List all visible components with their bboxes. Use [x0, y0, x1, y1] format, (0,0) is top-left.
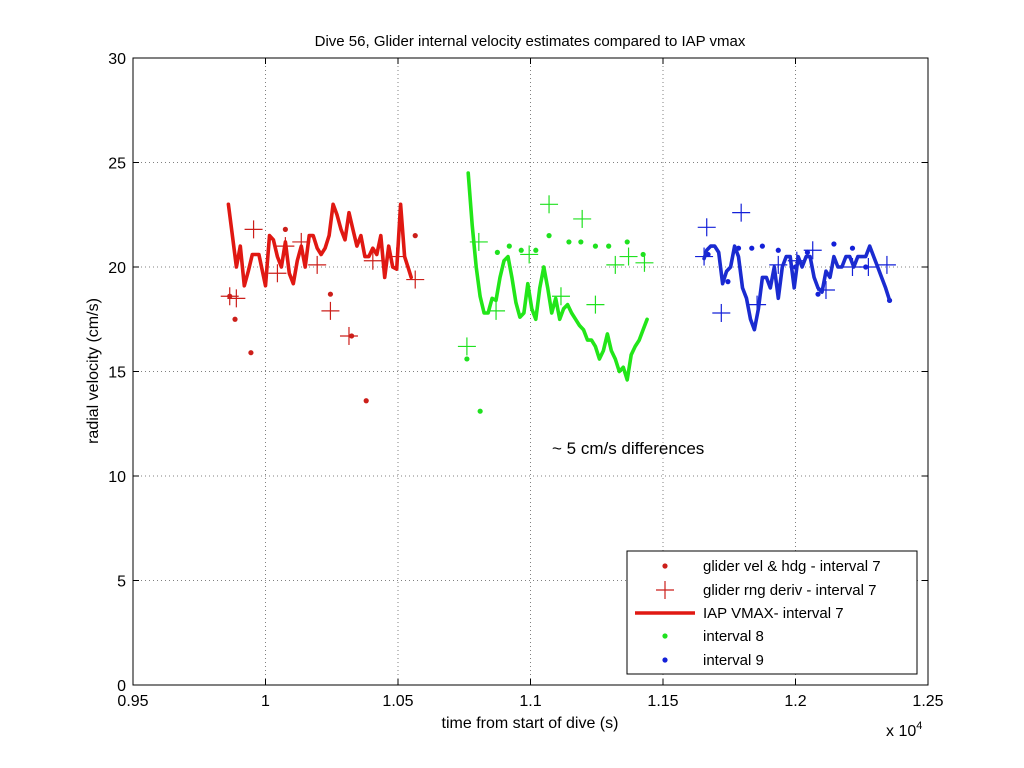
x-tick-label: 1.1 [519, 693, 541, 710]
data-point-dot [363, 398, 369, 404]
legend-marker-dot [662, 563, 668, 569]
data-point-plus [406, 270, 425, 289]
data-point-dot [804, 249, 811, 255]
series-line [226, 202, 414, 288]
data-point-plus [877, 255, 896, 274]
legend-label: glider vel & hdg - interval 7 [703, 558, 881, 575]
data-point-plus [244, 220, 263, 239]
series-line [226, 202, 414, 288]
x-multiplier-exponent: 4 [916, 720, 922, 732]
data-point-plus [619, 247, 638, 266]
data-point-plus [339, 326, 358, 345]
series-plus [220, 220, 425, 345]
data-point-plus [457, 337, 476, 356]
data-point-plus [540, 195, 559, 214]
x-tick-label: 1.2 [784, 693, 806, 710]
data-point-dot [477, 408, 483, 414]
legend-entry: interval 9 [662, 652, 764, 669]
data-point-dot [464, 356, 470, 362]
data-point-dot [775, 247, 781, 253]
data-point-dot [248, 350, 254, 356]
data-point-dot [624, 239, 630, 245]
ticks: 0.95 1 1.05 1.1 1.15 1.2 1.25 0 5 10 15 20 25 30 [108, 51, 943, 710]
data-point-plus [220, 287, 239, 306]
series-line [466, 171, 649, 382]
y-tick-label: 15 [108, 365, 126, 382]
data-point-dot [759, 243, 765, 249]
legend-label: interval 9 [703, 652, 764, 669]
x-tick-label: 1.05 [382, 693, 413, 710]
data-point-dot [282, 226, 288, 232]
data-point-plus [363, 251, 382, 270]
x-tick-label: 1 [261, 693, 270, 710]
data-point-dot [849, 245, 856, 251]
data-point-plus [227, 289, 246, 308]
data-point-plus [573, 209, 592, 228]
data-point-plus [803, 241, 822, 260]
data-point-plus [321, 301, 340, 320]
data-point-dot [518, 247, 524, 253]
legend-entry: interval 8 [662, 628, 764, 645]
legend-label: glider rng deriv - interval 7 [703, 582, 876, 599]
data-point-plus [859, 258, 878, 276]
data-point-plus [520, 245, 539, 264]
series-plus [457, 195, 654, 356]
legend-label: interval 8 [703, 628, 764, 645]
chart-title: Dive 56, Glider internal velocity estima… [315, 33, 746, 50]
x-multiplier-base: x 10 [886, 723, 916, 740]
series-dot [227, 226, 418, 404]
series-line [702, 244, 892, 332]
data-point-dot [606, 243, 612, 249]
series-line [466, 171, 649, 382]
legend-marker-dot [662, 657, 668, 663]
series-layer [220, 171, 896, 414]
data-point-dot [327, 291, 334, 297]
legend-entry: IAP VMAX- interval 7 [635, 605, 844, 622]
data-point-dot [546, 233, 552, 239]
y-tick-label: 10 [108, 469, 126, 486]
x-tick-label: 0.95 [117, 693, 148, 710]
data-point-plus [586, 295, 605, 314]
y-tick-label: 25 [108, 156, 126, 173]
data-point-dot [494, 249, 500, 255]
legend-label: IAP VMAX- interval 7 [703, 605, 844, 622]
legend-entry: glider vel & hdg - interval 7 [662, 558, 881, 575]
y-tick-label: 30 [108, 51, 126, 68]
data-point-dot [815, 291, 821, 297]
series-dot [464, 233, 646, 414]
x-axis-multiplier: x 104 [886, 720, 922, 740]
series-line [702, 244, 892, 332]
data-point-plus [268, 264, 287, 283]
legend-marker-plus [656, 581, 674, 599]
y-tick-label: 0 [117, 678, 126, 695]
y-axis-label: radial velocity (cm/s) [85, 298, 102, 444]
data-point-dot [578, 239, 584, 245]
data-point-dot [506, 243, 512, 249]
data-point-dot [412, 233, 418, 239]
y-tick-label: 20 [108, 260, 126, 277]
legend: glider vel & hdg - interval 7 glider rng … [626, 550, 918, 675]
data-point-plus [712, 303, 731, 322]
legend-entry: glider rng deriv - interval 7 [656, 581, 876, 599]
annotation-text: ~ 5 cm/s differences [552, 439, 704, 458]
data-point-plus [551, 287, 570, 306]
x-tick-label: 1.25 [912, 693, 943, 710]
legend-marker-dot [662, 633, 668, 639]
x-tick-label: 1.15 [647, 693, 678, 710]
y-tick-label: 5 [117, 574, 126, 591]
data-point-plus [606, 255, 625, 274]
data-point-plus [732, 203, 751, 222]
data-point-dot [533, 247, 539, 253]
data-point-dot [725, 279, 731, 285]
data-point-dot [592, 243, 599, 249]
x-axis-label: time from start of dive (s) [442, 715, 619, 732]
data-point-dot [566, 239, 572, 245]
data-point-dot [749, 245, 755, 251]
data-point-plus [697, 218, 716, 237]
data-point-dot [232, 316, 238, 322]
data-point-plus [635, 253, 654, 272]
data-point-plus [308, 255, 327, 274]
data-point-dot [831, 241, 837, 247]
